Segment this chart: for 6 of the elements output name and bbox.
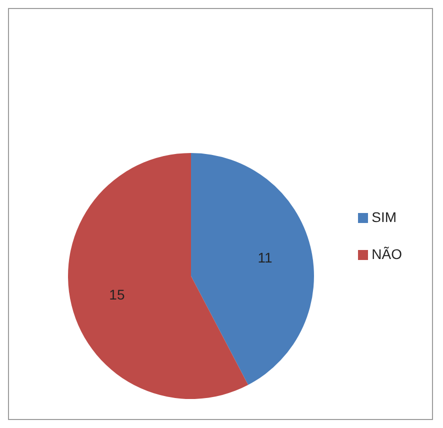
pie-slice xyxy=(68,153,248,399)
legend-label: NÃO xyxy=(372,246,402,262)
data-label: 11 xyxy=(258,250,273,266)
data-label: 15 xyxy=(109,286,125,302)
pie-slice xyxy=(191,153,314,385)
legend-label: SIM xyxy=(372,209,397,225)
